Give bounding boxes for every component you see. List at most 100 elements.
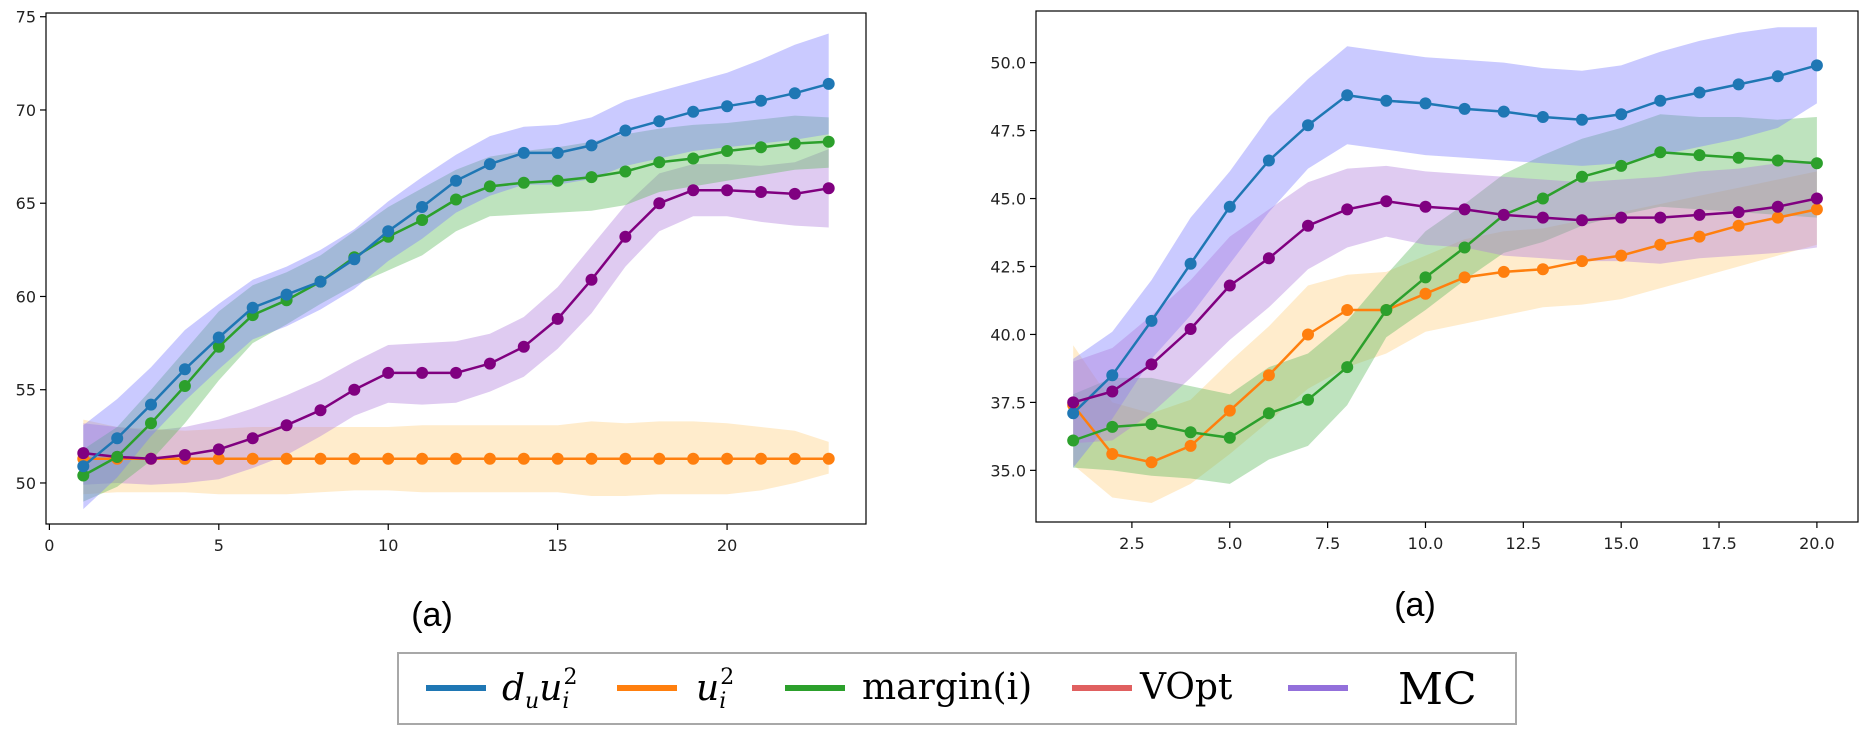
point-margin xyxy=(1615,159,1628,172)
point-du_ui2 xyxy=(212,331,225,344)
point-ui2 xyxy=(314,452,327,465)
point-margin xyxy=(483,180,496,193)
point-margin xyxy=(687,152,700,165)
point-ui2 xyxy=(416,452,429,465)
band-margin xyxy=(1073,114,1817,484)
point-ui2 xyxy=(1497,265,1510,278)
point-ui2 xyxy=(721,452,734,465)
point-ui2 xyxy=(687,452,700,465)
band-du_ui2 xyxy=(1073,27,1817,468)
point-mc xyxy=(1341,203,1354,216)
point-margin xyxy=(1106,420,1119,433)
point-du_ui2 xyxy=(1380,94,1393,107)
y-tick-label: 75 xyxy=(16,8,36,27)
y-tick-label: 40.0 xyxy=(990,325,1026,344)
point-margin xyxy=(450,193,462,206)
point-mc xyxy=(1458,203,1471,216)
point-margin xyxy=(111,450,124,463)
point-du_ui2 xyxy=(1262,154,1275,167)
y-tick-label: 47.5 xyxy=(990,122,1026,141)
point-mc xyxy=(314,404,327,417)
point-du_ui2 xyxy=(1184,257,1197,270)
point-ui2 xyxy=(382,452,395,465)
point-du_ui2 xyxy=(1732,78,1745,91)
point-ui2 xyxy=(1458,271,1471,284)
point-ui2 xyxy=(619,452,632,465)
point-mc xyxy=(1771,200,1784,213)
point-du_ui2 xyxy=(1341,89,1354,102)
point-mc xyxy=(1302,219,1314,232)
point-margin xyxy=(1223,431,1236,444)
y-tick-label: 55 xyxy=(16,381,36,400)
line-du_ui2 xyxy=(1072,64,1818,415)
axes-frame xyxy=(45,12,867,525)
legend-label-margin: margin(i) xyxy=(862,667,1032,708)
point-mc xyxy=(822,182,835,195)
point-mc xyxy=(517,340,530,353)
point-mc xyxy=(1732,206,1745,219)
point-du_ui2 xyxy=(483,158,496,171)
x-tick-label: 5 xyxy=(214,536,224,555)
point-du_ui2 xyxy=(1145,314,1158,327)
point-mc xyxy=(483,357,496,370)
point-margin xyxy=(822,135,835,148)
point-mc xyxy=(585,273,598,286)
point-du_ui2 xyxy=(1458,102,1471,115)
point-du_ui2 xyxy=(111,432,124,445)
x-tick-label: 15 xyxy=(547,536,567,555)
point-du_ui2 xyxy=(280,288,293,301)
point-mc xyxy=(1184,323,1197,335)
point-margin xyxy=(755,141,767,154)
point-du_ui2 xyxy=(619,124,632,137)
point-margin xyxy=(517,176,530,189)
band-mc xyxy=(83,149,829,485)
point-ui2 xyxy=(246,452,259,465)
point-ui2 xyxy=(212,452,225,465)
point-margin xyxy=(77,469,90,482)
point-margin xyxy=(585,171,598,184)
point-mc xyxy=(755,186,767,198)
point-ui2 xyxy=(1615,249,1628,262)
point-du_ui2 xyxy=(246,301,259,314)
point-du_ui2 xyxy=(1693,86,1706,99)
point-du_ui2 xyxy=(721,100,734,113)
line-mc xyxy=(1072,197,1818,404)
x-tick-label: 10.0 xyxy=(1408,534,1444,553)
point-margin xyxy=(1419,271,1432,284)
point-ui2 xyxy=(551,452,564,465)
legend-label-mc: MC xyxy=(1398,664,1477,715)
point-ui2 xyxy=(1536,263,1549,276)
point-ui2 xyxy=(1771,211,1784,224)
point-ui2 xyxy=(1262,369,1275,382)
x-tick-label: 10 xyxy=(378,536,398,555)
point-ui2 xyxy=(653,452,666,465)
point-mc xyxy=(619,230,632,243)
point-du_ui2 xyxy=(314,275,327,288)
point-du_ui2 xyxy=(822,77,835,90)
point-du_ui2 xyxy=(77,460,90,473)
point-mc xyxy=(246,432,259,445)
point-du_ui2 xyxy=(551,146,564,159)
point-du_ui2 xyxy=(1067,407,1080,420)
point-mc xyxy=(1810,192,1823,205)
point-ui2 xyxy=(1419,287,1432,300)
point-mc xyxy=(212,443,225,456)
line-margin xyxy=(1072,151,1817,442)
point-mc xyxy=(450,366,462,379)
y-tick-label: 50 xyxy=(16,474,36,493)
x-tick-label: 5.0 xyxy=(1217,534,1242,553)
band-margin xyxy=(83,115,829,502)
point-margin xyxy=(788,137,801,150)
point-du_ui2 xyxy=(517,146,530,159)
point-margin xyxy=(1654,146,1667,159)
point-mc xyxy=(1419,200,1432,213)
point-ui2 xyxy=(1576,255,1588,268)
y-tick-label: 42.5 xyxy=(990,258,1026,277)
right-chart-caption: (a) xyxy=(1394,586,1436,624)
point-du_ui2 xyxy=(1497,105,1510,118)
point-du_ui2 xyxy=(1106,369,1119,382)
point-ui2 xyxy=(1810,203,1823,216)
point-du_ui2 xyxy=(788,87,801,100)
x-tick-label: 0 xyxy=(44,536,54,555)
